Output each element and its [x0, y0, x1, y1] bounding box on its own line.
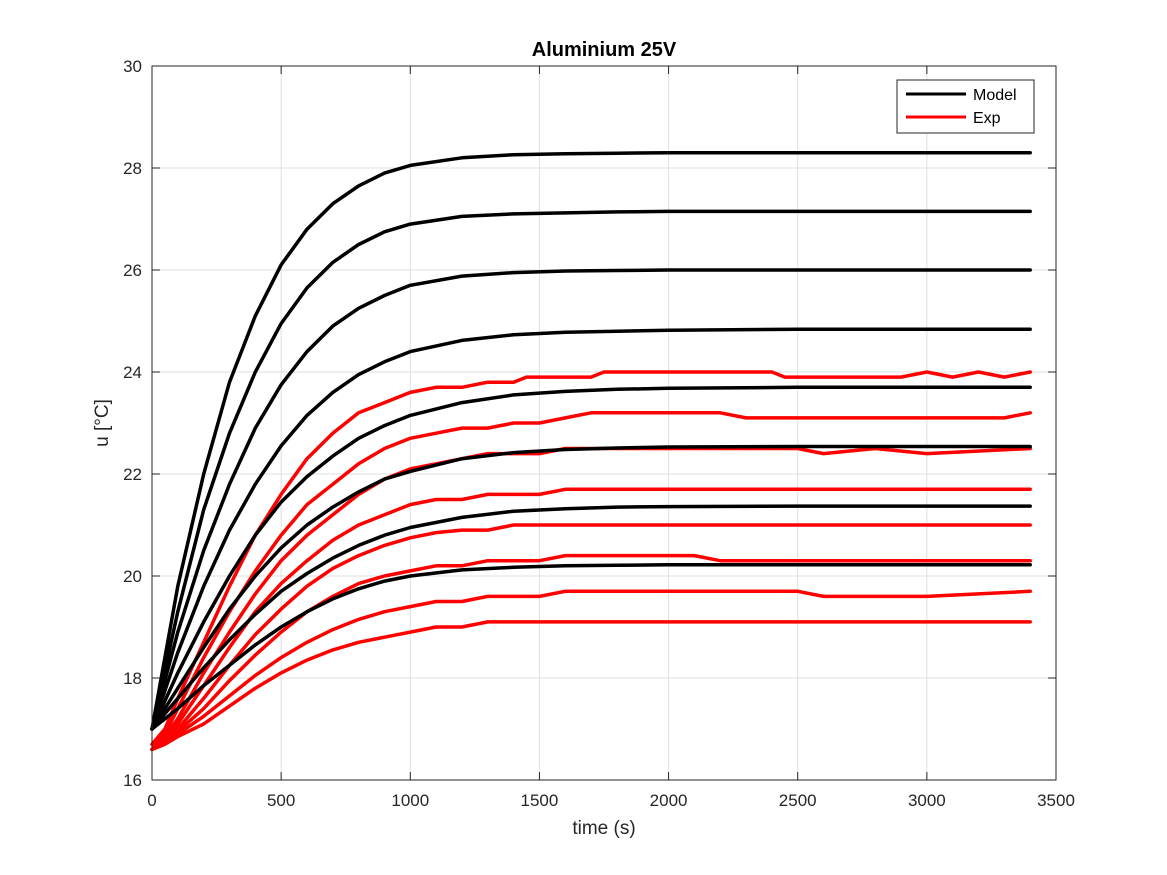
axes-box	[151, 65, 1057, 781]
x-tick-label: 1500	[521, 791, 559, 810]
axis-ticks: 0 500 1000 1500 2000 2500 3000 3500 16 18 20 22 24 26…	[123, 57, 1075, 810]
series-line-model	[150, 268, 1032, 731]
series-line-model	[150, 209, 1032, 731]
x-tick-label: 2500	[779, 791, 817, 810]
y-tick-label: 16	[123, 771, 142, 790]
series-line-exp	[150, 487, 1032, 752]
series-line-exp	[150, 589, 1032, 752]
x-tick-label: 2000	[650, 791, 688, 810]
x-tick-label: 500	[267, 791, 295, 810]
legend-label-exp: Exp	[973, 110, 1001, 127]
chart-title: Aluminium 25V	[532, 39, 677, 61]
series-line-model	[150, 444, 1032, 731]
series-line-exp	[150, 523, 1032, 752]
series-line-model	[150, 563, 1032, 731]
legend-box	[896, 79, 1035, 134]
y-tick-label: 22	[123, 465, 142, 484]
x-tick-label: 3500	[1037, 791, 1075, 810]
y-tick-label: 26	[123, 261, 142, 280]
series-line-exp	[150, 553, 1032, 752]
series-line-model	[150, 504, 1032, 731]
x-tick-label: 3000	[908, 791, 946, 810]
y-axis-label: u [°C]	[92, 399, 113, 447]
series-line-model	[150, 385, 1032, 731]
x-tick-label: 0	[147, 791, 156, 810]
y-tick-label: 24	[123, 363, 142, 382]
legend: Model Exp	[896, 79, 1035, 134]
y-tick-label: 20	[123, 567, 142, 586]
y-tick-label: 28	[123, 159, 142, 178]
series-lines	[150, 150, 1032, 752]
series-line-model	[150, 327, 1032, 731]
legend-label-model: Model	[973, 87, 1017, 104]
x-tick-label: 1000	[391, 791, 429, 810]
x-axis-label: time (s)	[572, 818, 635, 839]
y-tick-label: 30	[123, 57, 142, 76]
series-line-exp	[150, 620, 1032, 752]
series-line-model	[150, 150, 1032, 731]
grid	[151, 65, 1057, 781]
y-tick-label: 18	[123, 669, 142, 688]
